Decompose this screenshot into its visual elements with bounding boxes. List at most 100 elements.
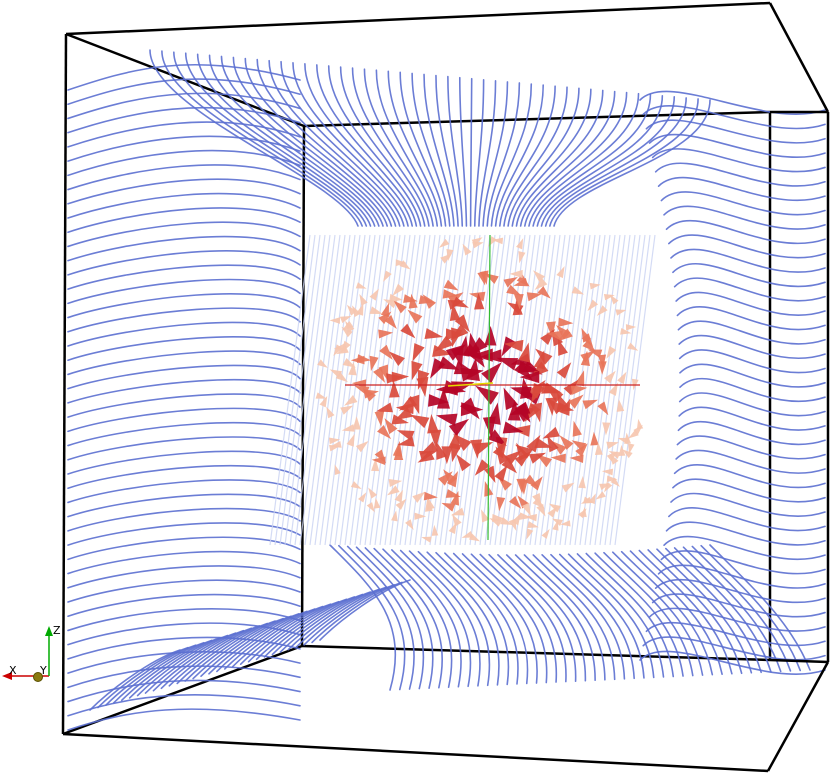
streamline	[351, 67, 430, 227]
streamline	[319, 234, 361, 546]
vector-glyph	[475, 385, 499, 405]
streamline	[544, 97, 687, 227]
streamline	[279, 234, 321, 546]
streamline	[654, 578, 826, 604]
vector-glyph	[450, 507, 465, 516]
streamline	[645, 119, 826, 144]
streamline	[651, 148, 826, 173]
vector-glyph	[516, 274, 530, 287]
vector-glyph	[454, 314, 470, 333]
vector-glyph	[440, 253, 453, 264]
streamline	[89, 649, 181, 711]
streamline	[316, 64, 418, 227]
streamline	[389, 234, 431, 546]
vector-glyph	[597, 401, 609, 416]
streamline	[364, 547, 434, 689]
vector-glyph	[383, 270, 392, 282]
streamline	[309, 234, 351, 546]
streamline	[334, 234, 376, 546]
outline-edge	[61, 33, 68, 735]
vector-glyph	[395, 498, 407, 510]
streamline	[569, 234, 611, 546]
vector-glyph	[355, 282, 367, 289]
vector-glyph	[531, 383, 545, 404]
streamline	[444, 552, 519, 685]
streamline	[67, 550, 301, 575]
vector-glyph	[492, 439, 508, 459]
vector-glyph	[560, 520, 571, 527]
outline-edge	[65, 1, 771, 36]
vector-glyph	[462, 243, 472, 256]
vector-glyph	[474, 459, 491, 476]
vector-glyph	[450, 323, 469, 341]
vector-glyph	[460, 367, 484, 382]
streamline	[678, 392, 826, 417]
vector-glyph	[469, 291, 486, 302]
streamline	[284, 234, 326, 546]
vector-glyph	[329, 317, 341, 324]
streamline	[244, 57, 393, 227]
vector-glyph	[393, 300, 407, 314]
vector-glyph	[384, 418, 398, 435]
vector-glyph	[351, 379, 367, 389]
vector-glyph	[581, 327, 592, 343]
streamline	[373, 547, 443, 689]
streamline	[289, 234, 331, 546]
vector-glyph	[377, 424, 392, 440]
streamline	[489, 234, 531, 546]
vector-glyph	[508, 495, 522, 509]
streamline	[269, 234, 311, 546]
vector-glyph	[556, 266, 565, 279]
vector-glyph	[366, 502, 375, 513]
vector-glyph	[468, 337, 488, 356]
vector-glyph	[608, 450, 621, 459]
vector-glyph	[335, 371, 348, 383]
vector-glyph	[371, 456, 386, 466]
vector-glyph	[582, 339, 596, 353]
streamline	[515, 89, 604, 227]
vector-glyph	[422, 294, 437, 309]
streamline	[67, 565, 301, 589]
streamline	[359, 234, 401, 546]
streamline	[67, 178, 301, 205]
streamline	[184, 52, 372, 227]
streamline	[657, 176, 826, 202]
vector-glyph	[590, 431, 599, 446]
outline-edge	[300, 125, 306, 647]
vector-glyph	[399, 260, 411, 270]
vector-glyph	[441, 446, 453, 465]
streamline	[327, 65, 422, 227]
vector-glyph	[400, 323, 416, 339]
streamline	[409, 234, 451, 546]
vector-glyph	[333, 343, 347, 351]
vector-glyph	[470, 439, 483, 459]
vector-glyph	[546, 330, 563, 341]
outline-edge	[768, 2, 830, 113]
streamline	[576, 553, 665, 678]
streamline	[665, 521, 826, 546]
vector-glyph	[609, 294, 619, 305]
streamline	[639, 650, 826, 675]
streamline	[279, 591, 372, 653]
vector-glyph	[582, 399, 599, 410]
vector-glyph	[550, 453, 566, 463]
vector-glyph	[595, 491, 606, 500]
vector-glyph	[503, 339, 524, 352]
vector-glyph	[627, 342, 639, 351]
streamline	[660, 191, 826, 216]
streamline	[673, 277, 826, 302]
streamline	[67, 378, 301, 404]
streamline	[670, 492, 826, 518]
vector-glyph	[507, 399, 521, 421]
vector-glyph	[628, 429, 639, 439]
streamline	[67, 350, 301, 376]
vector-glyph	[427, 394, 449, 407]
vector-glyph	[516, 238, 524, 250]
streamline	[488, 553, 567, 683]
vector-glyph	[609, 453, 619, 465]
vector-glyph	[383, 299, 398, 309]
streamline	[679, 363, 826, 388]
vector-glyph	[424, 498, 433, 512]
streamline	[539, 234, 581, 546]
